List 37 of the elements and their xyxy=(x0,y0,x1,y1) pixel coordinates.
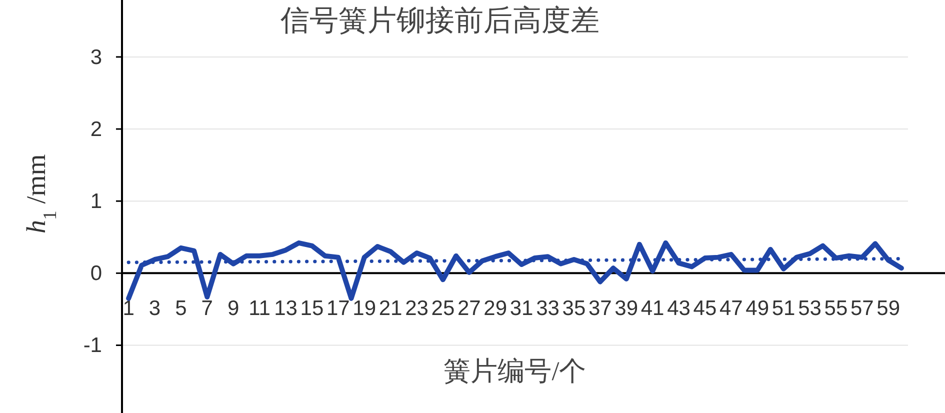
x-tick-label: 35 xyxy=(562,297,586,320)
x-tick-label: 7 xyxy=(201,297,213,320)
x-tick-label: 17 xyxy=(326,297,350,320)
x-tick-label: 51 xyxy=(772,297,796,320)
x-tick-label: 9 xyxy=(228,297,240,320)
x-tick-label: 41 xyxy=(640,297,664,320)
x-tick-label: 49 xyxy=(746,297,770,320)
x-tick-label: 21 xyxy=(378,297,402,320)
x-tick-label: 23 xyxy=(405,297,428,320)
x-tick-label: 39 xyxy=(614,297,638,320)
x-tick-label: 25 xyxy=(431,297,455,320)
x-tick-label: 5 xyxy=(175,297,187,320)
y-tick-label: 0 xyxy=(90,262,102,286)
x-tick-label: 45 xyxy=(693,297,717,320)
x-tick-label: 19 xyxy=(352,297,376,320)
x-tick-label: 53 xyxy=(798,297,822,320)
x-tick-label: 3 xyxy=(148,297,161,320)
x-tick-label: 57 xyxy=(850,297,874,320)
y-tick-label: 3 xyxy=(90,46,102,69)
x-tick-label: 29 xyxy=(484,297,508,320)
x-tick-label: 31 xyxy=(510,297,534,320)
chart-title: 信号簧片铆接前后高度差 xyxy=(280,5,600,37)
x-tick-label: 37 xyxy=(588,297,612,320)
x-tick-label: 1 xyxy=(122,297,134,320)
x-tick-label: 11 xyxy=(248,297,270,320)
x-tick-label: 33 xyxy=(536,297,560,320)
x-axis-title: 簧片编号/个 xyxy=(444,356,586,386)
x-tick-label: 13 xyxy=(274,297,298,320)
x-tick-label: 47 xyxy=(719,297,743,320)
y-tick-label: 1 xyxy=(90,190,102,214)
y-tick-label: 2 xyxy=(90,118,102,142)
y-tick-label: -1 xyxy=(83,334,102,358)
x-tick-label: 43 xyxy=(667,297,690,320)
x-tick-label: 15 xyxy=(300,297,324,320)
x-tick-label: 55 xyxy=(824,297,848,320)
x-tick-label: 27 xyxy=(457,297,481,320)
x-tick-label: 59 xyxy=(876,297,900,320)
